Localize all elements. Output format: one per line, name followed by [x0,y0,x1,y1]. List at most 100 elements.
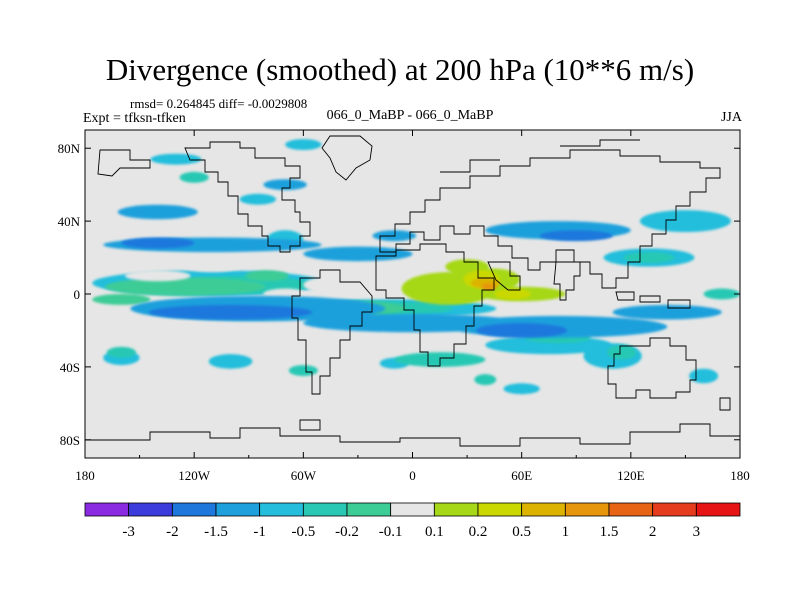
contour-blob [208,354,253,369]
coastline-africa [375,243,495,367]
coastline-siberia-north [440,139,640,173]
y-tick-label: 40N [58,214,81,229]
contour-blob [503,383,540,395]
colorbar-label: 0.2 [469,524,488,540]
contour-blob [474,374,497,386]
contour-blob [239,193,277,205]
colorbar-label: -2 [166,524,179,540]
contour-blob [179,171,209,183]
colorbar-swatch [128,502,173,517]
colorbar: -3 -2 -1.5 -1 -0.5 -0.2 -0.1 0.1 0.2 0.5 1 1.5 2 3 [84,502,741,540]
contour-blob [623,252,675,264]
contour-blob [125,270,191,282]
coastline-north-america [184,141,311,253]
contour-blob [481,283,497,291]
colorbar-label: 1.5 [600,524,619,540]
contour-blob [703,288,740,300]
contour-blob [288,365,318,376]
coastline-greenland [321,135,373,181]
x-tick-label: 120E [617,468,645,483]
plot-area: 180 120W 60W 0 60E 120E 180 80N 40N 0 40S 80S [58,129,750,483]
contour-blob [689,368,719,384]
coastline-alaska [97,149,151,177]
contour-blob [285,139,322,151]
contour-level-5 [179,171,497,386]
coastline-australia [607,337,697,399]
colorbar-swatch [477,502,523,517]
contour-blob [105,277,266,296]
colorbar-label: 2 [649,524,657,540]
colorbar-label: -1 [253,524,266,540]
coastline-antarctica [85,423,740,447]
coastline-eurasia [379,149,721,289]
colorbar-swatch [259,502,304,517]
x-tick-label: 180 [75,468,95,483]
colorbar-swatch [84,502,130,517]
x-axis: 180 120W 60W 0 60E 120E 180 [75,130,750,483]
x-tick-label: 60W [291,468,317,483]
colorbar-label: 1 [562,524,570,540]
y-axis: 80N 40N 0 40S 80S [58,141,740,448]
contour-layer [92,139,740,395]
colorbar-swatch [433,502,479,517]
contour-blob [106,346,136,358]
coastline-south-america [291,269,373,395]
colorbar-swatch [215,502,261,517]
colorbar-label: 0.1 [425,524,444,540]
contour-blob [148,304,313,320]
x-tick-label: 0 [409,468,416,483]
contour-blob [121,237,195,249]
y-tick-label: 40S [60,360,80,375]
contour-blob [303,246,413,262]
colorbar-label: -0.5 [291,524,315,540]
colorbar-swatch [608,502,654,517]
contour-blob [92,294,151,305]
contour-blob [612,304,722,320]
contour-blob [150,153,202,165]
contour-blob [539,230,613,242]
contour-blob [639,210,731,233]
colorbar-label: 3 [693,524,701,540]
chart-title: Divergence (smoothed) at 200 hPa (10**6 … [105,52,695,87]
colorbar-swatch [302,502,348,517]
coastline-arabia [487,261,521,291]
contour-blob [263,179,307,191]
coastline-india [553,261,581,301]
colorbar-swatch [390,502,435,517]
contour-blob [607,345,637,360]
stats-line: rmsd= 0.264845 diff= -0.0029808 [130,96,308,111]
colorbar-swatch [171,502,217,517]
colorbar-swatch [695,502,741,517]
coastline-indonesia [615,291,691,309]
x-tick-label: 120W [178,468,211,483]
contour-blob [494,288,531,300]
colorbar-swatch [521,502,566,517]
colorbar-swatch [564,502,610,517]
y-tick-label: 0 [74,287,81,302]
contour-level-2 [121,230,613,338]
colorbar-label: -0.2 [335,524,359,540]
colorbar-swatch [652,502,697,517]
coastline-antarctic-peninsula [299,419,321,431]
x-tick-label: 60E [511,468,532,483]
colorbar-label: -3 [122,524,135,540]
y-tick-label: 80N [58,141,81,156]
colorbar-label: 0.5 [512,524,531,540]
contour-level-11 [481,283,497,291]
y-tick-label: 80S [60,433,80,448]
contour-blob [117,204,198,220]
case-label: 066_0_MaBP - 066_0_MaBP [326,108,494,123]
contour-blob [476,323,568,338]
season-label: JJA [720,110,742,125]
coastlines [85,135,740,447]
colorbar-label: -0.1 [379,524,403,540]
x-tick-label: 180 [730,468,750,483]
experiment-label: Expt = tfksn-tfken [83,111,186,126]
contour-blob [179,257,246,273]
colorbar-swatch [346,502,392,517]
colorbar-label: -1.5 [204,524,228,540]
contour-blob [245,270,289,282]
coastline-new-zealand [719,397,731,411]
contour-blob [303,275,377,294]
